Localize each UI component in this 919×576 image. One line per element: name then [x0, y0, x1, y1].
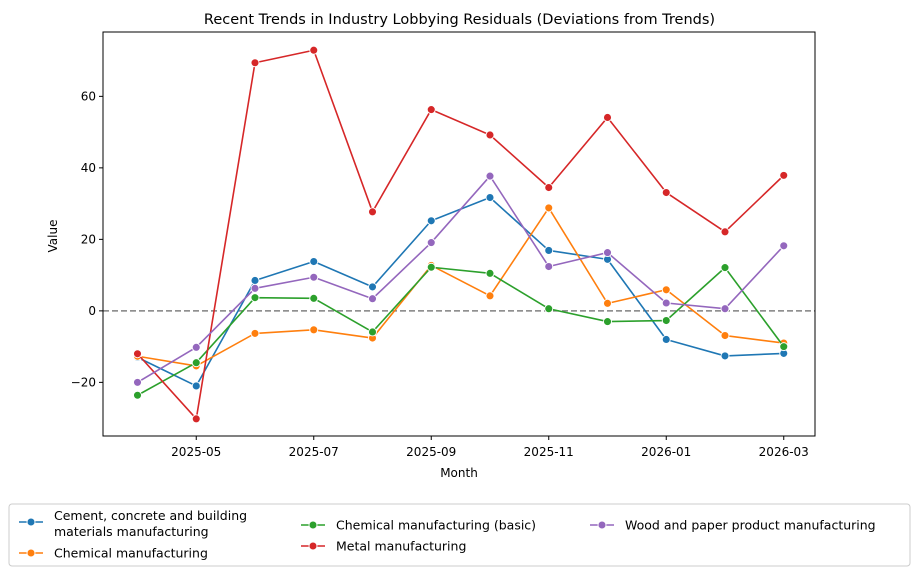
x-tick-label: 2025-11 [524, 445, 574, 459]
y-axis-title: Value [46, 220, 60, 253]
data-point [485, 171, 495, 181]
legend-marker [26, 517, 36, 527]
data-point [309, 325, 319, 335]
data-point [661, 298, 671, 308]
data-point [250, 58, 260, 68]
legend-label: Chemical manufacturing [54, 546, 208, 561]
series-4 [133, 45, 789, 424]
data-point [485, 268, 495, 278]
x-tick-label: 2025-05 [171, 445, 221, 459]
data-point [661, 285, 671, 295]
data-point [720, 351, 730, 361]
data-point [544, 304, 554, 314]
data-point [191, 342, 201, 352]
series-2 [133, 203, 789, 371]
data-point [544, 245, 554, 255]
data-point [544, 203, 554, 213]
data-point [191, 381, 201, 391]
data-point [191, 414, 201, 424]
data-point [603, 298, 612, 308]
series-line [137, 207, 784, 367]
data-point [368, 207, 377, 217]
series-3 [133, 262, 789, 400]
data-point [368, 327, 377, 337]
x-axis-title: Month [440, 466, 478, 480]
data-point [250, 293, 260, 303]
axes: −20 0 20 40 60 2025-05 2025-07 2025-09 2025-11 20… [71, 89, 809, 459]
data-point [485, 130, 495, 140]
y-tick-label: 20 [81, 232, 96, 246]
data-point [133, 377, 142, 387]
data-point [720, 331, 730, 340]
data-point [309, 257, 319, 266]
data-point [661, 316, 671, 325]
legend-label: Metal manufacturing [336, 539, 466, 554]
data-point [603, 317, 612, 327]
series-line [137, 196, 784, 387]
y-tick-label: 40 [81, 161, 96, 175]
data-point [544, 262, 554, 271]
data-point [250, 283, 260, 293]
legend-marker [308, 520, 318, 530]
data-point [250, 276, 260, 285]
y-tick-label: 0 [88, 304, 96, 318]
legend-item-3: Chemical manufacturing (basic) [301, 518, 536, 533]
legend-marker [308, 541, 318, 551]
data-point [426, 216, 436, 226]
data-point [309, 272, 319, 282]
data-point [603, 112, 612, 122]
plot-area [103, 45, 815, 424]
data-point [485, 193, 495, 202]
data-point [720, 227, 730, 237]
series-line [137, 175, 785, 384]
legend-item-4: Metal manufacturing [301, 539, 466, 554]
legend-item-5: Wood and paper product manufacturing [590, 518, 876, 533]
data-point [779, 241, 789, 251]
data-point [133, 349, 142, 359]
x-tick-label: 2025-07 [289, 445, 339, 459]
data-point [603, 248, 612, 258]
data-point [309, 293, 319, 303]
data-point [133, 390, 142, 400]
data-point [309, 45, 319, 55]
series-line [136, 49, 785, 420]
data-point [368, 282, 377, 292]
series-5 [133, 171, 789, 387]
data-point [368, 294, 377, 304]
legend-label: Wood and paper product manufacturing [625, 518, 876, 533]
legend-marker [26, 548, 36, 558]
data-point [779, 170, 789, 180]
data-point [426, 238, 436, 248]
series-1 [133, 193, 789, 391]
data-point [661, 188, 671, 197]
legend-frame [8, 503, 911, 567]
plot-frame [102, 31, 816, 437]
data-point [720, 263, 730, 273]
legend-label: Chemical manufacturing (basic) [336, 518, 536, 533]
data-point [779, 342, 789, 352]
data-point [426, 105, 436, 115]
x-tick-label: 2025-09 [406, 445, 456, 459]
data-point [426, 262, 436, 272]
x-tick-label: 2026-03 [759, 445, 809, 459]
y-tick-label: 60 [81, 89, 96, 103]
chart-title: Recent Trends in Industry Lobbying Resid… [204, 12, 715, 28]
legend-label-continued: materials manufacturing [54, 524, 209, 539]
x-tick-label: 2026-01 [641, 445, 691, 459]
legend-label: Cement, concrete and building [54, 508, 247, 523]
data-point [720, 304, 730, 314]
legend-item-2: Chemical manufacturing [19, 546, 208, 561]
data-point [661, 335, 671, 344]
data-point [191, 358, 201, 368]
data-point [544, 183, 554, 192]
series-line [137, 266, 785, 396]
data-point [485, 291, 495, 301]
legend-marker [597, 520, 607, 530]
y-tick-label: −20 [71, 375, 96, 389]
data-point [250, 328, 260, 338]
